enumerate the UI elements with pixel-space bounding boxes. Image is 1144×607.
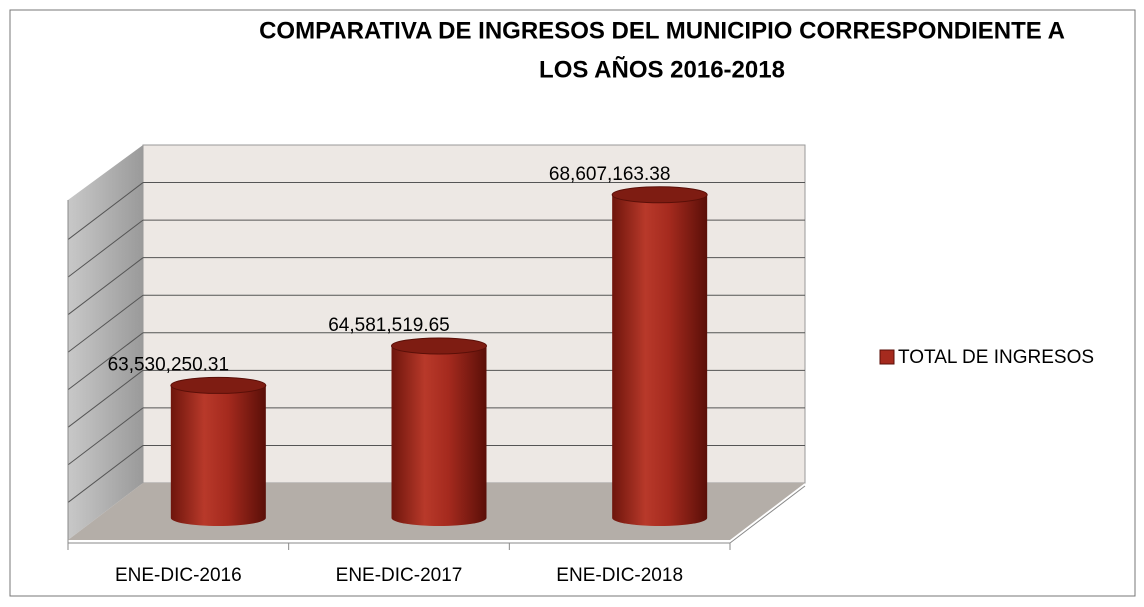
x-tick-label: ENE-DIC-2017 (336, 565, 463, 586)
grid-line (67, 445, 144, 503)
data-label: 64,581,519.65 (328, 315, 450, 336)
bar-top (611, 186, 708, 204)
x-tick-label: ENE-DIC-2018 (556, 565, 683, 586)
bar-top (170, 376, 267, 394)
x-tick-label: ENE-DIC-2016 (115, 565, 242, 586)
grid-line (67, 332, 144, 391)
legend-swatch (879, 349, 895, 365)
grid-line (67, 182, 144, 240)
data-label: 63,530,250.31 (108, 354, 230, 375)
side-wall (68, 145, 143, 540)
grid-line (67, 369, 144, 428)
data-label: 68,607,163.38 (549, 164, 671, 185)
grid-line (67, 219, 144, 278)
bar (170, 385, 266, 526)
chart-title: COMPARATIVA DE INGRESOS DEL MUNICIPIO CO… (259, 17, 1065, 44)
legend-label: TOTAL DE INGRESOS (898, 347, 1094, 368)
grid-line (67, 257, 144, 316)
bar (391, 345, 487, 526)
grid-line (67, 294, 144, 353)
bar (612, 194, 708, 526)
grid-line (67, 407, 144, 466)
bar-top (391, 337, 487, 355)
chart-title: LOS AÑOS 2016-2018 (539, 55, 785, 83)
floor-edge (729, 485, 806, 544)
